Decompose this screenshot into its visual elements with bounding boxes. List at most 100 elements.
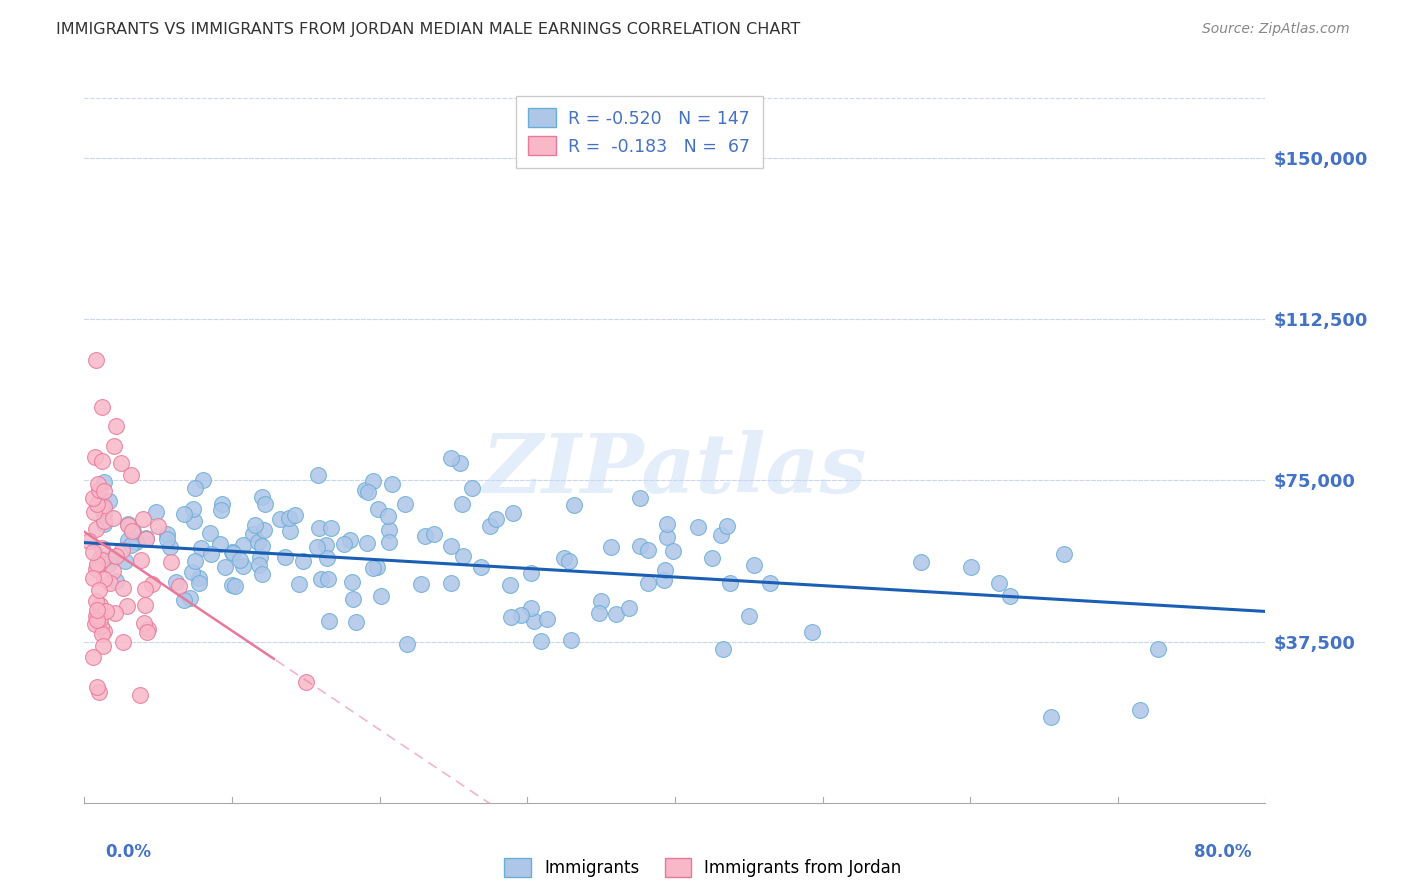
Point <box>159 540 181 554</box>
Point <box>84 609 107 624</box>
Point <box>208 537 231 551</box>
Point <box>742 558 765 573</box>
Point <box>394 497 416 511</box>
Point <box>82 650 104 665</box>
Point <box>737 609 759 624</box>
Point <box>284 508 307 523</box>
Point <box>117 533 139 547</box>
Point <box>315 538 337 552</box>
Point <box>82 545 104 559</box>
Point <box>156 532 179 546</box>
Point <box>101 550 124 565</box>
Text: IMMIGRANTS VS IMMIGRANTS FROM JORDAN MEDIAN MALE EARNINGS CORRELATION CHART: IMMIGRANTS VS IMMIGRANTS FROM JORDAN MED… <box>56 22 800 37</box>
Point <box>599 541 621 555</box>
Point <box>688 519 710 533</box>
Point <box>135 531 157 545</box>
Point <box>246 534 269 549</box>
Point <box>125 535 148 549</box>
Point <box>591 594 613 608</box>
Point <box>519 601 541 615</box>
Point <box>89 612 111 626</box>
Point <box>1146 641 1168 656</box>
Point <box>98 493 121 508</box>
Point <box>160 556 183 570</box>
Point <box>122 524 145 538</box>
Point <box>363 560 385 574</box>
Point <box>250 539 273 553</box>
Point <box>93 514 115 528</box>
Point <box>183 514 205 528</box>
Point <box>519 566 541 581</box>
Point <box>357 484 380 499</box>
Point <box>134 616 156 631</box>
Point <box>84 352 107 367</box>
Point <box>91 400 114 414</box>
Point <box>628 539 651 553</box>
Point <box>479 519 502 533</box>
Point <box>91 454 114 468</box>
Point <box>83 617 105 632</box>
Point <box>91 639 114 653</box>
Point <box>82 491 104 505</box>
Text: 0.0%: 0.0% <box>105 843 152 861</box>
Point <box>229 553 252 567</box>
Point <box>716 519 738 533</box>
Point <box>295 675 318 690</box>
Point <box>662 543 685 558</box>
Point <box>652 574 675 588</box>
Point <box>190 541 212 556</box>
Point <box>711 642 734 657</box>
Point <box>530 633 553 648</box>
Point <box>184 481 207 495</box>
Point <box>188 576 211 591</box>
Point <box>367 501 389 516</box>
Point <box>120 538 142 552</box>
Point <box>104 549 127 563</box>
Point <box>86 561 108 575</box>
Point <box>1040 710 1063 724</box>
Point <box>93 572 115 586</box>
Point <box>333 537 356 551</box>
Point <box>89 599 111 613</box>
Point <box>800 625 823 640</box>
Point <box>173 593 195 607</box>
Point <box>193 473 215 487</box>
Point <box>252 491 274 505</box>
Point <box>617 600 640 615</box>
Point <box>93 624 115 638</box>
Point <box>105 574 128 588</box>
Point <box>165 574 187 589</box>
Point <box>509 608 531 623</box>
Point <box>104 418 127 433</box>
Point <box>499 578 522 592</box>
Point <box>167 579 190 593</box>
Point <box>342 591 364 606</box>
Point <box>134 582 156 596</box>
Point <box>232 558 254 573</box>
Point <box>134 599 156 613</box>
Point <box>214 560 236 574</box>
Point <box>277 511 299 525</box>
Text: Source: ZipAtlas.com: Source: ZipAtlas.com <box>1202 22 1350 37</box>
Point <box>356 536 378 550</box>
Point <box>90 553 112 567</box>
Point <box>135 625 157 640</box>
Point <box>440 451 463 466</box>
Point <box>198 525 221 540</box>
Point <box>247 558 270 573</box>
Point <box>104 606 127 620</box>
Point <box>273 549 295 564</box>
Point <box>499 610 522 624</box>
Text: ZIPatlas: ZIPatlas <box>482 431 868 510</box>
Point <box>129 688 152 702</box>
Point <box>309 572 332 586</box>
Point <box>470 559 492 574</box>
Point <box>242 527 264 541</box>
Point <box>339 533 361 547</box>
Point <box>605 607 627 622</box>
Point <box>86 680 108 694</box>
Point <box>179 591 201 605</box>
Point <box>103 564 125 578</box>
Point <box>654 563 676 577</box>
Point <box>86 603 108 617</box>
